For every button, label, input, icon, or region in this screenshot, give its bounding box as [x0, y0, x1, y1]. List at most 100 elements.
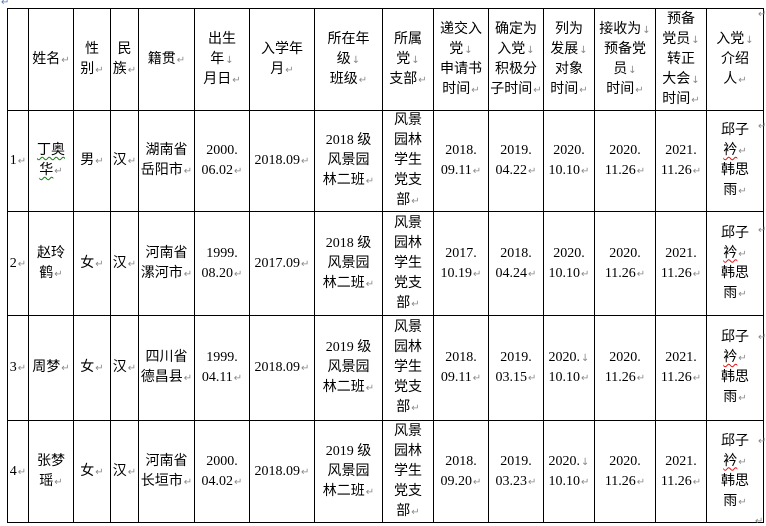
paragraph-mark: ↵ [54, 476, 63, 488]
cell-line: 长垣市↵ [140, 472, 193, 492]
cell-line: 别↵ [75, 60, 109, 80]
cell-gender-row4[interactable]: 女↵ [73, 420, 111, 523]
cell-line: 2020. [545, 244, 593, 264]
cell-text: 瑶 [39, 473, 54, 489]
cell-name-row1[interactable]: 丁奥 华↵ [28, 110, 74, 212]
cell-index-row4[interactable]: 4↵ [7, 420, 29, 523]
cell-native-place-row2[interactable]: 河南省 漯河市↵ [138, 211, 195, 316]
cell-party-branch-row4[interactable]: 风景 园林 学生 党支 部↵ [382, 420, 434, 523]
header-cell-birth-date[interactable]: 出生 年↓ 月日↵ [194, 8, 250, 111]
header-cell-ethnicity[interactable]: 民族↵ [110, 8, 139, 111]
cell-birth-date-row2[interactable]: 1999. 08.20↵ [194, 211, 250, 316]
cell-text: 党支 [394, 173, 422, 188]
cell-probationary-time-row3[interactable]: 2020. 11.26↵ [594, 315, 656, 421]
cell-full-member-time-row2[interactable]: 2021. 11.26↵ [655, 211, 707, 316]
cell-text: 3 [9, 360, 17, 375]
cell-birth-date-row3[interactable]: 1999. 04.11↵ [194, 315, 250, 421]
cell-party-branch-row1[interactable]: 风景 园林 学生 党支 部↵ [382, 110, 434, 212]
cell-text: 10.10 [548, 265, 581, 281]
cell-line: 2020.↓ [545, 452, 593, 472]
cell-text: 月 [270, 61, 285, 77]
cell-index-row3[interactable]: 3↵ [7, 315, 29, 421]
cell-ethnicity-row2[interactable]: 汉↵ [110, 211, 139, 316]
header-cell-native-place[interactable]: 籍贯↵ [138, 8, 195, 111]
cell-development-time-row4[interactable]: 2020.↓ 10.10↵ [543, 420, 595, 523]
paragraph-mark: ↵ [234, 476, 243, 488]
cell-full-member-time-row4[interactable]: 2021. 11.26↵ [655, 420, 707, 523]
header-cell-application-time[interactable]: 递交入 党↓ 申请书 时间↵ [433, 8, 489, 111]
cell-text: 10.10 [548, 473, 581, 489]
cell-line: 鹤↵ [30, 264, 72, 284]
cell-grade-class-row4[interactable]: 2019 级风景园 林二班↵ [314, 420, 383, 523]
cell-probationary-time-row1[interactable]: 2020. 11.26↵ [594, 110, 656, 212]
cell-activist-time-row3[interactable]: 2019. 03.15↵ [488, 315, 544, 421]
cell-ethnicity-row3[interactable]: 汉↵ [110, 315, 139, 421]
cell-birth-date-row1[interactable]: 2000. 06.02↵ [194, 110, 250, 212]
cell-birth-date-row4[interactable]: 2000. 04.02↵ [194, 420, 250, 523]
cell-index-row2[interactable]: 2↵ [7, 211, 29, 316]
cell-enrollment-date-row3[interactable]: 2018.09↵ [249, 315, 315, 421]
cell-party-branch-row2[interactable]: 风景 园林 学生 党支 部↵ [382, 211, 434, 316]
cell-introducers-row3[interactable]: 邱子 衿↵ 韩思 雨↵ [706, 315, 764, 421]
cell-enrollment-date-row2[interactable]: 2017.09↵ [249, 211, 315, 316]
header-cell-gender[interactable]: 性别↵ [73, 8, 111, 111]
header-cell-introducers[interactable]: 入党↓ 介绍 人↵ [706, 8, 764, 111]
cell-text: 部 [396, 295, 411, 311]
cell-full-member-time-row3[interactable]: 2021. 11.26↵ [655, 315, 707, 421]
cell-introducers-row4[interactable]: 邱子 衿↵ 韩思 雨↵ [706, 420, 764, 523]
cell-name-row2[interactable]: 赵玲 鹤↵ [28, 211, 74, 316]
header-cell-enrollment-date[interactable]: 入学年 月↵ [249, 8, 315, 111]
cell-application-time-row2[interactable]: 2017. 10.19↵ [433, 211, 489, 316]
cell-grade-class-row3[interactable]: 2019 级风景园 林二班↵ [314, 315, 383, 421]
cell-probationary-time-row4[interactable]: 2020. 11.26↵ [594, 420, 656, 523]
cell-enrollment-date-row4[interactable]: 2018.09↵ [249, 420, 315, 523]
cell-line: 风景 [384, 214, 432, 234]
cell-index-row1[interactable]: 1↵ [7, 110, 29, 212]
cell-activist-time-row2[interactable]: 2018. 04.24↵ [488, 211, 544, 316]
header-cell-development-time[interactable]: 列为 发展↓ 对象 时间↵ [543, 8, 595, 111]
header-cell-grade-class[interactable]: 所在年 级↓ 班级↵ [314, 8, 383, 111]
header-cell-index[interactable] [7, 8, 29, 111]
cell-native-place-row1[interactable]: 湖南省 岳阳市↵ [138, 110, 195, 212]
cell-activist-time-row4[interactable]: 2019. 03.23↵ [488, 420, 544, 523]
cell-introducers-row1[interactable]: 邱子 衿↵ 韩思 雨↵ [706, 110, 764, 212]
paragraph-mark: ↵ [692, 476, 702, 488]
header-cell-activist-time[interactable]: 确定为 入党↓ 积极分 子时间↵ [488, 8, 544, 111]
cell-party-branch-row3[interactable]: 风景 园林 学生 党支 部↵ [382, 315, 434, 421]
paragraph-mark: ↵ [738, 496, 747, 508]
header-cell-probationary-time[interactable]: 接收为↓ 预备党 员↓ 时间↵ [594, 8, 656, 111]
cell-line: 08.20↵ [196, 264, 248, 284]
cell-enrollment-date-row1[interactable]: 2018.09↵ [249, 110, 315, 212]
cell-ethnicity-row4[interactable]: 汉↵ [110, 420, 139, 523]
cell-line: 党支 [384, 171, 432, 191]
cell-grade-class-row2[interactable]: 2018 级风景园 林二班↵ [314, 211, 383, 316]
cell-text: 2020. [553, 143, 585, 158]
header-cell-full-member-time[interactable]: 预备 党员↓ 转正 大会↓ 时间↵ [655, 8, 707, 111]
cell-text: 风景 [394, 113, 422, 128]
cell-gender-row1[interactable]: 男↵ [73, 110, 111, 212]
cell-name-row4[interactable]: 张梦 瑶↵ [28, 420, 74, 523]
cell-text: 河南省 [145, 453, 188, 469]
cell-development-time-row1[interactable]: 2020. 10.10↵ [543, 110, 595, 212]
end-of-row-mark: ↵ [758, 332, 766, 343]
cell-application-time-row1[interactable]: 2018. 09.11↵ [433, 110, 489, 212]
cell-application-time-row4[interactable]: 2018. 09.20↵ [433, 420, 489, 523]
cell-full-member-time-row1[interactable]: 2021. 11.26↵ [655, 110, 707, 212]
header-cell-name[interactable]: 姓名↵ [28, 8, 74, 111]
cell-probationary-time-row2[interactable]: 2020. 11.26↵ [594, 211, 656, 316]
cell-development-time-row2[interactable]: 2020. 10.10↵ [543, 211, 595, 316]
cell-text: 03.23 [495, 473, 528, 489]
cell-application-time-row3[interactable]: 2018. 09.11↵ [433, 315, 489, 421]
header-cell-party-branch[interactable]: 所属 党↓ 支部↵ [382, 8, 434, 111]
cell-development-time-row3[interactable]: 2020.↓ 10.10↵ [543, 315, 595, 421]
cell-gender-row3[interactable]: 女↵ [73, 315, 111, 421]
cell-native-place-row4[interactable]: 河南省长垣市↵ [138, 420, 195, 523]
cell-native-place-row3[interactable]: 四川省 德昌县↵ [138, 315, 195, 421]
cell-introducers-row2[interactable]: 邱子 衿↵ 韩思 雨↵ [706, 211, 764, 316]
cell-activist-time-row1[interactable]: 2019. 04.22↵ [488, 110, 544, 212]
cell-text: 汉 [112, 153, 127, 168]
cell-name-row3[interactable]: 周梦↵ [28, 315, 74, 421]
cell-grade-class-row1[interactable]: 2018 级风景园 林二班↵ [314, 110, 383, 212]
cell-gender-row2[interactable]: 女↵ [73, 211, 111, 316]
cell-ethnicity-row1[interactable]: 汉↵ [110, 110, 139, 212]
